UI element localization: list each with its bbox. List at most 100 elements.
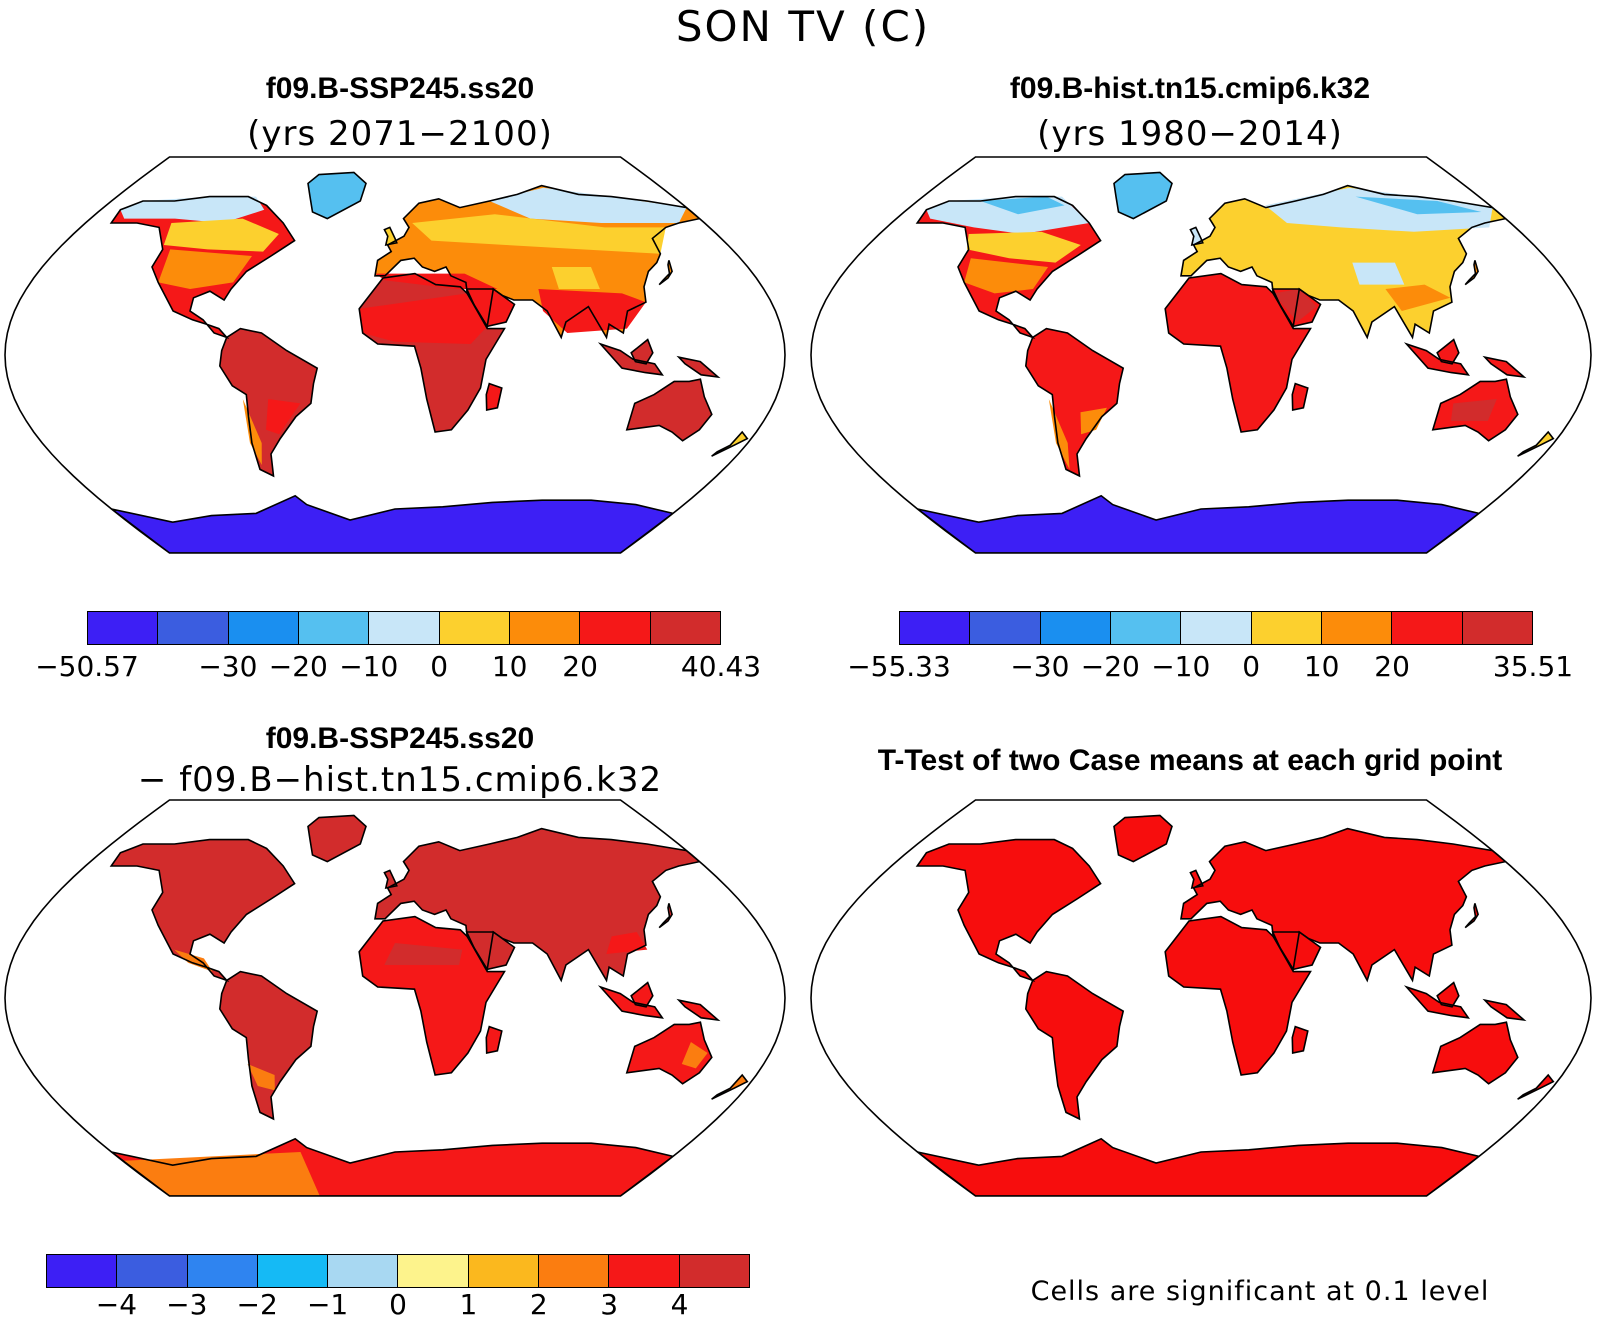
colorbar-swatch [609,1255,680,1287]
value-region [681,1042,708,1069]
colorbar-tick-label: 0 [389,1288,407,1321]
value-region [489,187,687,223]
coastline [1431,378,1519,442]
land-africa [1165,273,1311,432]
land-greenland [1114,815,1172,862]
coastline [465,288,516,328]
colorbar-swatch [369,612,440,644]
land-newGuinea [678,1000,718,1020]
colorbar-tick-label: −3 [166,1288,208,1321]
colorbar-tick-label: 0 [1242,650,1261,683]
colorbar-swatch [257,1255,329,1287]
coastline [1024,327,1125,478]
value-region [964,258,1049,294]
map-panel-historical [810,156,1592,554]
colorbar-tick-label: 20 [562,650,598,683]
value-region [384,943,463,965]
colorbar-swatch [117,1255,188,1287]
value-region [1385,284,1451,311]
land-antarctica [111,495,673,553]
coastline [711,1073,749,1100]
land-newGuinea [678,357,718,377]
value-region [449,1009,482,1042]
land-indonesia [1406,344,1469,375]
colorbar-swatch [1110,612,1182,644]
coastline [374,827,702,983]
coastline [1024,970,1125,1121]
coastline [1482,355,1527,379]
colorbar-swatch [1040,612,1111,644]
value-region [1355,196,1482,215]
coastline [218,327,319,478]
colorbar-tick-label: 40.43 [680,650,762,683]
colorbar-tick-label: 0 [430,650,449,683]
coastline [1271,931,1322,971]
value-region [1265,187,1493,232]
colorbar-swatch [1181,612,1252,644]
coastline [218,970,319,1121]
colorbar-historical-labels: −55.33 −30 −20 −10 0 10 20 35.51 [847,650,1573,684]
colorbar-tick-label: −10 [1151,650,1211,683]
coastline [1189,869,1204,890]
panel4-title: T-Test of two Case means at each grid po… [877,744,1503,777]
colorbar-tick-label: −20 [1080,650,1140,683]
coastline [1164,272,1312,433]
colorbar-swatch [328,1255,399,1287]
value-region [551,267,600,289]
land-borneo [1437,982,1459,1007]
coastline [109,195,296,340]
value-region [266,399,301,435]
coastline [1436,981,1460,1008]
colorbar-tick-label: −55.33 [847,650,951,683]
coastline [1180,827,1508,983]
value-region [966,231,1081,263]
colorbar-swatch [468,1255,540,1287]
land-northAmerica [111,839,295,981]
colorbar-swatch [1392,612,1463,644]
significance-note: Cells are significant at 0.1 level [1030,1276,1490,1307]
map-panel-difference [4,799,786,1197]
panel2-title: f09.B-hist.tn15.cmip6.k32 [1009,72,1371,105]
colorbar-swatch [47,1255,118,1287]
colorbar-tick-label: −30 [1010,650,1070,683]
panel2-subtitle: (yrs 1980−2014) [1037,114,1343,154]
colorbar-future-labels: −50.57 −30 −20 −10 0 10 20 40.43 [35,650,761,684]
coastline [1164,915,1312,1076]
colorbar-tick-label: −50.57 [35,650,139,683]
land-australia [1432,1022,1518,1084]
coastline [1517,430,1555,457]
coastline [307,171,367,220]
value-region [163,218,279,252]
coastline [676,355,721,379]
land-newGuinea [1484,1000,1524,1020]
colorbar-swatch [398,1255,469,1287]
land-australia [626,379,712,441]
map-border [810,799,1592,1197]
coastline [915,195,1102,340]
land-antarctica [917,495,1479,553]
colorbar-swatch [539,1255,610,1287]
value-region [606,932,648,954]
coastline [383,226,398,247]
value-region [1352,262,1405,285]
land-southAmerica [1025,328,1124,476]
value-region [1450,399,1497,421]
land-indonesia [600,344,663,375]
coastline [1271,288,1322,328]
land-australia [626,1022,712,1084]
colorbar-tick-label: −30 [198,650,258,683]
colorbar-swatch [439,612,510,644]
colorbar-tick-label: 2 [529,1288,548,1321]
colorbar-tick-label: 35.51 [1492,650,1574,683]
land-indonesia [600,987,663,1018]
coastline [109,838,296,983]
coastline [485,382,503,411]
colorbar-tick-label: −4 [95,1288,138,1321]
colorbar-difference [46,1254,750,1288]
colorbar-tick-label: 4 [670,1288,689,1321]
coastline [1113,814,1173,863]
coastline [658,260,673,286]
coastline [374,184,702,340]
value-region [242,399,262,465]
coastline [711,430,749,457]
